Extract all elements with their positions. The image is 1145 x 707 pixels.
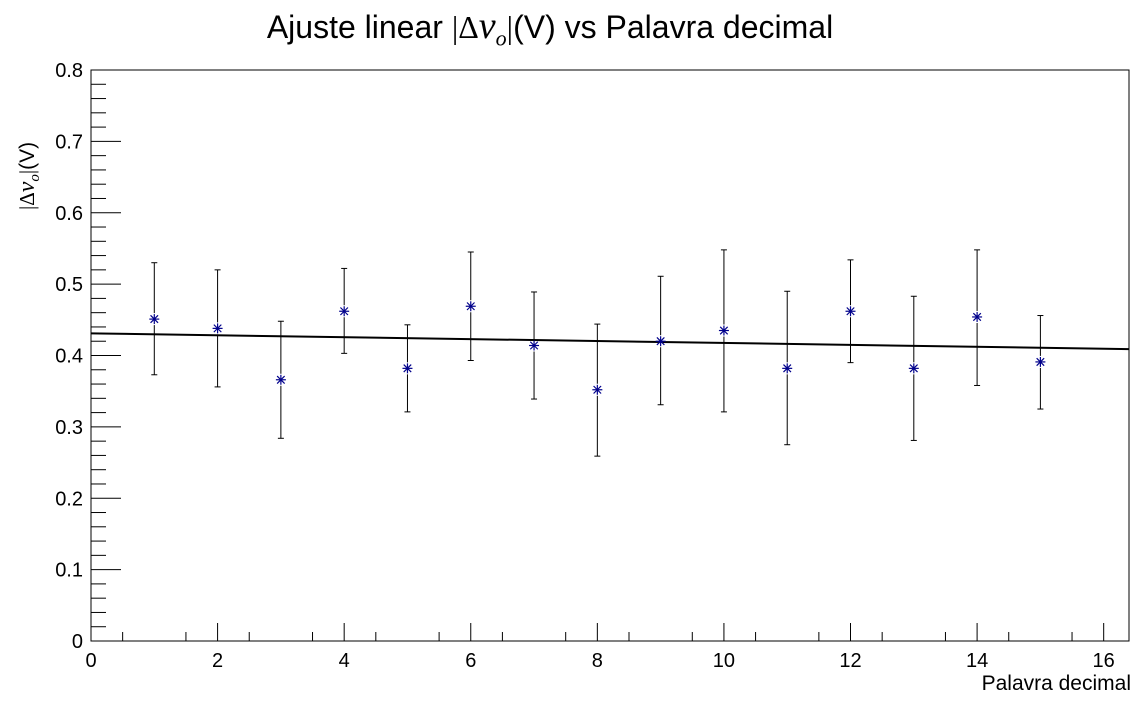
y-axis-label: |Δvo|(V)	[14, 60, 44, 210]
y-tick-label: 0.2	[55, 488, 83, 510]
asterisk-marker	[465, 301, 476, 312]
fit-line	[90, 332, 1130, 351]
asterisk-marker	[972, 311, 983, 322]
y-tick-label: 0.7	[55, 131, 83, 153]
asterisk-marker	[718, 325, 729, 336]
fit-line-group	[90, 332, 1130, 351]
x-tick-label: 10	[713, 650, 735, 672]
asterisk-marker	[908, 363, 919, 374]
data-points	[149, 249, 1046, 457]
axis-ticks	[90, 69, 1105, 642]
y-tick-label: 0	[72, 631, 83, 653]
x-tick-label: 4	[339, 650, 350, 672]
asterisk-marker	[339, 306, 350, 317]
y-tick-label: 0.4	[55, 346, 83, 368]
x-tick-label: 16	[1093, 650, 1115, 672]
x-tick-label: 8	[592, 650, 603, 672]
x-tick-label: 14	[966, 650, 988, 672]
data-point	[339, 267, 350, 354]
ylabel-suffix: (V)	[16, 141, 39, 170]
title-prefix: Ajuste linear	[266, 9, 452, 45]
data-point	[592, 323, 603, 457]
data-point	[782, 290, 793, 446]
chart-title: Ajuste linear |Δvo|(V) vs Palavra decima…	[0, 4, 1100, 51]
asterisk-marker	[275, 374, 286, 385]
y-tick-label: 0.6	[55, 203, 83, 225]
title-bar-open: |	[451, 9, 459, 45]
data-point	[718, 249, 729, 413]
asterisk-marker	[529, 340, 540, 351]
ylabel-sub: o	[27, 174, 44, 182]
y-tick-label: 0.8	[55, 60, 83, 82]
data-point	[465, 251, 476, 361]
data-point	[402, 324, 413, 413]
data-point	[972, 249, 983, 386]
y-tick-label: 0.1	[55, 560, 83, 582]
asterisk-marker	[782, 363, 793, 374]
data-point	[845, 259, 856, 364]
y-tick-label: 0.5	[55, 274, 83, 296]
x-axis-label: Palavra decimal	[981, 672, 1131, 695]
asterisk-marker	[845, 306, 856, 317]
title-suffix: (V) vs Palavra decimal	[513, 9, 834, 45]
x-tick-label: 12	[839, 650, 861, 672]
y-tick-label: 0.3	[55, 417, 83, 439]
data-point	[1035, 315, 1046, 410]
ylabel-delta: Δ	[15, 192, 39, 206]
ylabel-bar-close: |	[15, 169, 39, 175]
title-v: v	[478, 5, 496, 47]
data-point	[275, 320, 286, 439]
data-point	[655, 275, 666, 406]
data-point	[149, 262, 160, 376]
title-sub: o	[495, 25, 507, 51]
ylabel-v: v	[14, 181, 40, 193]
ylabel-bar-open: |	[15, 205, 39, 210]
tick-labels: 0 2 4 6 8 10 12 14 16 0 0.1 0.2 0.3 0.4 0.5 0.6 0.7 0.8	[55, 60, 1115, 672]
x-tick-label: 6	[465, 650, 476, 672]
x-tick-label: 2	[212, 650, 223, 672]
asterisk-marker	[149, 314, 160, 325]
data-point	[908, 295, 919, 441]
asterisk-marker	[655, 336, 666, 347]
title-delta: Δ	[458, 9, 479, 45]
data-point	[529, 291, 540, 400]
data-point	[212, 269, 223, 388]
asterisk-marker	[402, 363, 413, 374]
asterisk-marker	[212, 323, 223, 334]
asterisk-marker	[1035, 356, 1046, 367]
plot-frame	[90, 69, 1130, 642]
x-tick-label: 0	[85, 650, 96, 672]
title-bar-close: |	[506, 9, 514, 45]
asterisk-marker	[592, 384, 603, 395]
